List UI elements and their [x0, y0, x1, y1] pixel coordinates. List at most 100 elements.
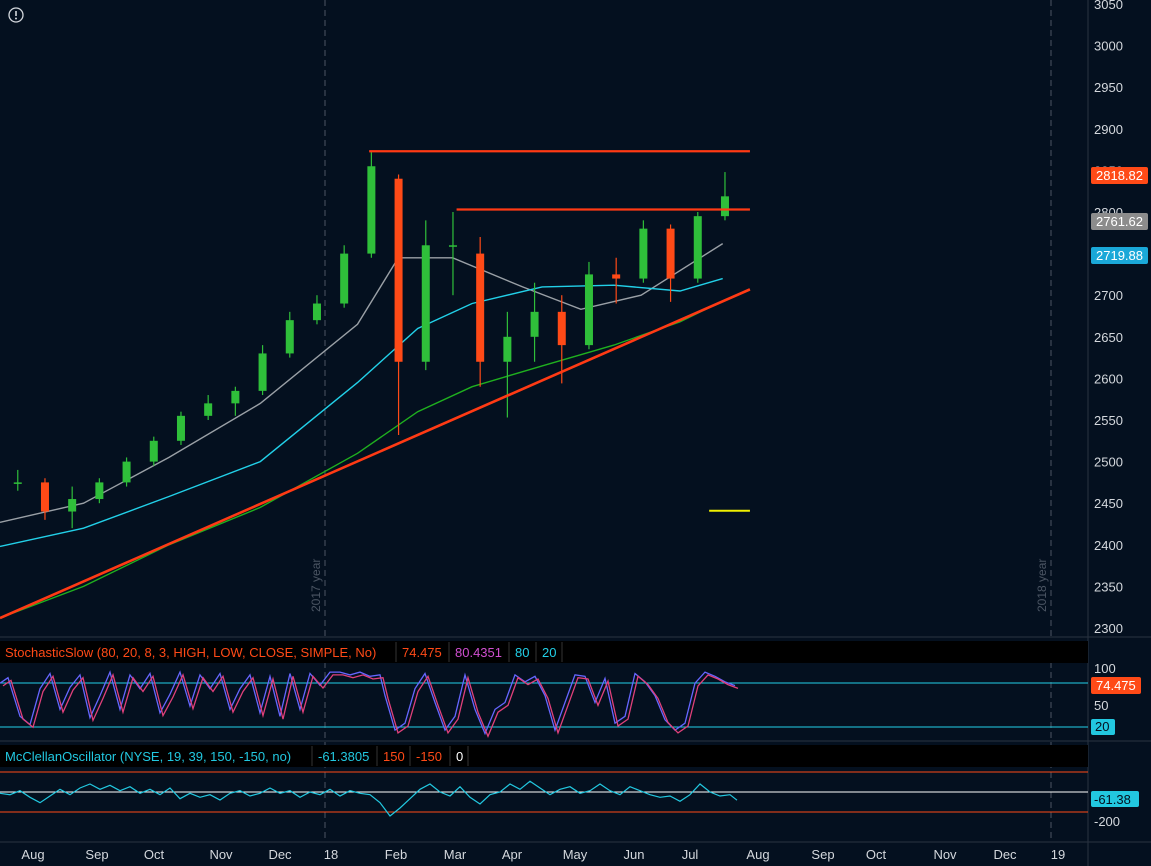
time-tick-label: Aug [21, 847, 44, 862]
time-tick-label: Aug [746, 847, 769, 862]
price-tick-label: 2550 [1094, 413, 1123, 428]
time-tick-label: Sep [85, 847, 108, 862]
ma-line-mid [0, 277, 723, 548]
stochastic-panel: StochasticSlow (80, 20, 8, 3, HIGH, LOW,… [0, 641, 1141, 738]
ma-mid-badge: 2719.88 [1096, 248, 1143, 263]
price-badges: 2818.82 2761.62 2719.88 [1091, 167, 1148, 264]
stochastic-lines [0, 670, 739, 738]
candle-body [40, 482, 49, 512]
time-tick-label: Sep [811, 847, 834, 862]
last-price-badge: 2818.82 [1096, 168, 1143, 183]
year-marker-2017: 2017 year [309, 559, 323, 612]
candle-body [68, 499, 77, 512]
candle-body [367, 166, 376, 254]
support-trendline [0, 288, 751, 620]
ma-mid-badge-bg [1091, 247, 1148, 264]
stochastic-badge: 74.475 [1096, 678, 1136, 693]
price-tick-label: 2450 [1094, 496, 1123, 511]
candle-body [476, 253, 485, 362]
candle-body [122, 461, 131, 483]
time-tick-label: Nov [209, 847, 233, 862]
time-tick-label: 18 [324, 847, 338, 862]
candle-body [394, 178, 403, 362]
price-tick-label: 2400 [1094, 538, 1123, 553]
time-tick-label: Oct [144, 847, 165, 862]
candle-body [693, 216, 702, 279]
candle-body [503, 336, 512, 362]
stochastic-low-badge-bg [1091, 719, 1115, 735]
stochastic-header-bg [0, 641, 1088, 663]
stochastic-overbought: 80 [515, 645, 529, 660]
candle-body [285, 320, 294, 354]
candle-body [448, 245, 457, 247]
mcclellan-badge: -61.38 [1094, 792, 1131, 807]
time-axis: Aug Sep Oct Nov Dec 18 Feb Mar Apr May Jun Jul Aug Se… [21, 847, 1065, 862]
stochastic-axis-50: 50 [1094, 698, 1108, 713]
candle-body [312, 303, 321, 321]
time-tick-label: May [563, 847, 588, 862]
ma-line-slow [0, 300, 724, 619]
price-tick-label: 2600 [1094, 371, 1123, 386]
mcclellan-osc-line [0, 780, 738, 817]
price-tick-label: 2350 [1094, 579, 1123, 594]
time-tick-label: 19 [1051, 847, 1065, 862]
candlestick-series [13, 152, 729, 529]
candle-body [666, 228, 675, 279]
price-tick-label: 3050 [1094, 0, 1123, 12]
candle-body [231, 390, 240, 404]
time-tick-label: Jun [624, 847, 645, 862]
time-tick-label: Jul [682, 847, 699, 862]
mcclellan-lower: -150 [416, 749, 442, 764]
stochastic-axis-100: 100 [1094, 661, 1116, 676]
candle-body [13, 482, 22, 484]
year-marker-2018: 2018 year [1035, 559, 1049, 612]
stochastic-k-line [2, 672, 739, 738]
candle-body [149, 440, 158, 462]
candle-body [639, 228, 648, 279]
stochastic-low-badge: 20 [1095, 719, 1109, 734]
price-tick-label: 2700 [1094, 288, 1123, 303]
price-tick-label: 2300 [1094, 621, 1123, 636]
time-tick-label: Oct [866, 847, 887, 862]
time-tick-label: Mar [444, 847, 467, 862]
stochastic-badge-bg [1091, 677, 1141, 694]
chart-annotations [0, 150, 751, 620]
stochastic-k-value: 74.475 [402, 645, 442, 660]
time-tick-label: Apr [502, 847, 523, 862]
mcclellan-value: -61.3805 [318, 749, 369, 764]
ma-fast-badge-bg [1091, 213, 1148, 230]
price-tick-label: 2950 [1094, 80, 1123, 95]
candle-body [720, 196, 729, 217]
time-tick-label: Feb [385, 847, 407, 862]
mcclellan-upper: 150 [383, 749, 405, 764]
candle-body [258, 353, 267, 391]
candle-body [584, 274, 593, 346]
mcclellan-panel: McClellanOscillator (NYSE, 19, 39, 150, … [0, 745, 1139, 829]
candle-body [530, 311, 539, 337]
stochastic-study-label[interactable]: StochasticSlow (80, 20, 8, 3, HIGH, LOW,… [5, 645, 376, 660]
stochastic-d-line [0, 670, 736, 736]
stochastic-d-value: 80.4351 [455, 645, 502, 660]
stochastic-oversold: 20 [542, 645, 556, 660]
mcclellan-axis-minus200: -200 [1094, 814, 1120, 829]
mcclellan-zero: 0 [456, 749, 463, 764]
time-tick-label: Dec [268, 847, 292, 862]
candle-body [176, 415, 185, 441]
price-tick-label: 2500 [1094, 455, 1123, 470]
mcclellan-study-label[interactable]: McClellanOscillator (NYSE, 19, 39, 150, … [5, 749, 291, 764]
price-tick-label: 3000 [1094, 39, 1123, 54]
year-separators: 2017 year 2018 year [309, 0, 1052, 842]
candle-body [340, 253, 349, 304]
last-price-badge-bg [1091, 167, 1148, 184]
candle-body [95, 482, 104, 500]
candle-body [557, 311, 566, 346]
mcclellan-header-bg [0, 745, 1088, 767]
candle-body [204, 403, 213, 416]
info-icon[interactable] [8, 7, 24, 23]
mcclellan-line [0, 780, 738, 817]
price-tick-label: 2650 [1094, 330, 1123, 345]
ma-fast-badge: 2761.62 [1096, 214, 1143, 229]
